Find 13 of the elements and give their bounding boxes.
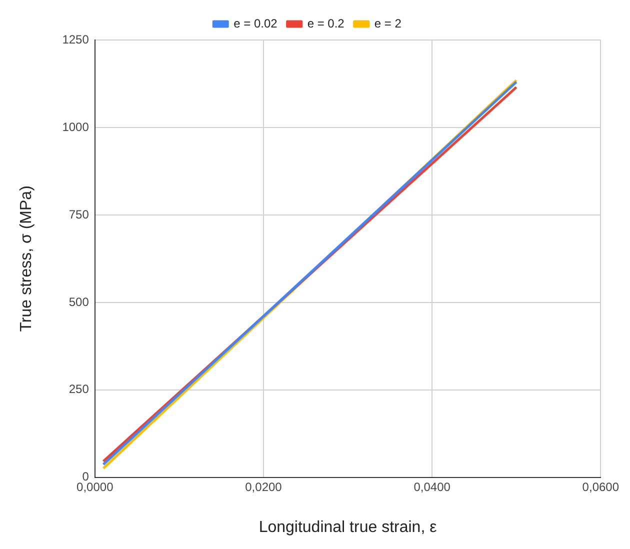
y-tick-label: 250 (68, 382, 90, 396)
x-tick-label: 0,0400 (414, 480, 451, 494)
y-tick-label: 1250 (62, 32, 90, 46)
legend-label: e = 0.2 (307, 16, 345, 30)
x-axis-title: Longitudinal true strain, ε (258, 518, 437, 536)
y-tick-label: 500 (68, 294, 90, 309)
y-axis-title: True stress, σ (MPa) (18, 186, 36, 332)
x-tick-label: 0,0200 (245, 480, 282, 494)
y-tick-label: 1000 (62, 120, 90, 134)
y-tick-label: 750 (68, 207, 90, 222)
legend-label: e = 0.02 (234, 16, 278, 30)
legend-label: e = 2 (374, 16, 402, 30)
x-tick-label: 0,0600 (582, 480, 620, 494)
